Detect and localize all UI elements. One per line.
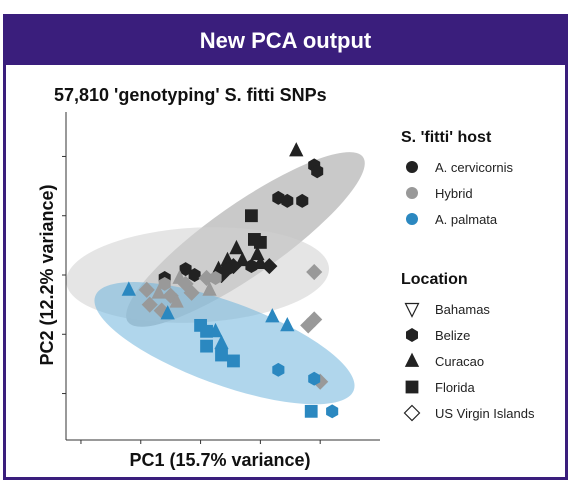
legend-host-title: S. 'fitti' host	[401, 129, 492, 146]
point-a-palmata-curacao	[160, 305, 175, 320]
point-a-cervicornis-florida	[245, 209, 258, 223]
point-a-palmata-florida	[227, 354, 240, 368]
point-hybrid-us-virgin-islands	[141, 296, 158, 313]
point-hybrid-belize	[158, 276, 171, 291]
legend-location-title: Location	[401, 271, 468, 288]
point-a-palmata-florida	[304, 404, 318, 418]
x-axis-label: PC1 (15.7% variance)	[129, 450, 310, 470]
legend-location-label: Bahamas	[435, 302, 490, 317]
point-a-cervicornis-us-virgin-islands	[261, 258, 278, 275]
point-hybrid-curacao	[151, 284, 166, 299]
point-hybrid-us-virgin-islands	[306, 263, 323, 281]
legend-location-marker-belize	[405, 328, 419, 342]
point-a-palmata-belize	[326, 404, 339, 419]
point-a-cervicornis-belize	[188, 268, 201, 282]
legend-location-marker-curacao	[404, 352, 420, 367]
legend-host-marker	[406, 213, 418, 225]
point-hybrid-belize	[209, 271, 222, 285]
point-a-palmata-curacao	[265, 308, 280, 323]
chart-title: 57,810 'genotyping' S. fitti SNPs	[54, 85, 327, 105]
y-axis-label: PC2 (12.2% variance)	[37, 184, 57, 365]
legend-location-marker-us-virgin-islands	[403, 404, 421, 422]
legend-host-label: A. palmata	[435, 212, 498, 227]
point-a-palmata-belize	[308, 371, 321, 386]
point-hybrid-us-virgin-islands	[300, 317, 317, 334]
legend-host-marker	[406, 161, 418, 173]
point-a-palmata-belize	[272, 362, 285, 377]
point-hybrid-us-virgin-islands	[183, 284, 200, 301]
point-a-cervicornis-curacao	[289, 142, 304, 157]
point-a-cervicornis-belize	[281, 193, 294, 208]
legend-host-label: A. cervicornis	[435, 160, 514, 175]
point-a-palmata-curacao	[208, 322, 223, 338]
point-a-palmata-florida	[215, 348, 228, 362]
point-a-cervicornis-curacao	[235, 251, 250, 267]
point-hybrid-curacao	[169, 293, 184, 308]
point-hybrid-curacao	[202, 281, 217, 296]
legend-location-label: Curacao	[435, 354, 484, 369]
legend-location-label: US Virgin Islands	[435, 406, 535, 421]
legend-location-marker-florida	[405, 380, 419, 394]
legend-host-marker	[406, 187, 418, 199]
legend-location-label: Belize	[435, 328, 470, 343]
point-a-palmata-curacao	[121, 281, 136, 296]
legend-location-marker-bahamas	[404, 302, 420, 318]
legend-host-label: Hybrid	[435, 186, 473, 201]
point-a-cervicornis-belize	[311, 164, 324, 179]
figure-frame: New PCA output	[3, 14, 568, 480]
point-a-cervicornis-belize	[296, 193, 309, 208]
banner-title: New PCA output	[6, 17, 565, 65]
point-hybrid-us-virgin-islands	[138, 281, 155, 298]
legend-location-label: Florida	[435, 380, 476, 395]
point-a-cervicornis-belize	[245, 259, 258, 274]
point-a-cervicornis-belize	[272, 190, 285, 205]
point-a-cervicornis-belize	[179, 262, 192, 277]
point-a-cervicornis-florida	[253, 235, 267, 249]
point-a-cervicornis-curacao	[229, 239, 244, 255]
point-a-palmata-florida	[200, 339, 213, 353]
point-a-palmata-curacao	[280, 316, 295, 332]
